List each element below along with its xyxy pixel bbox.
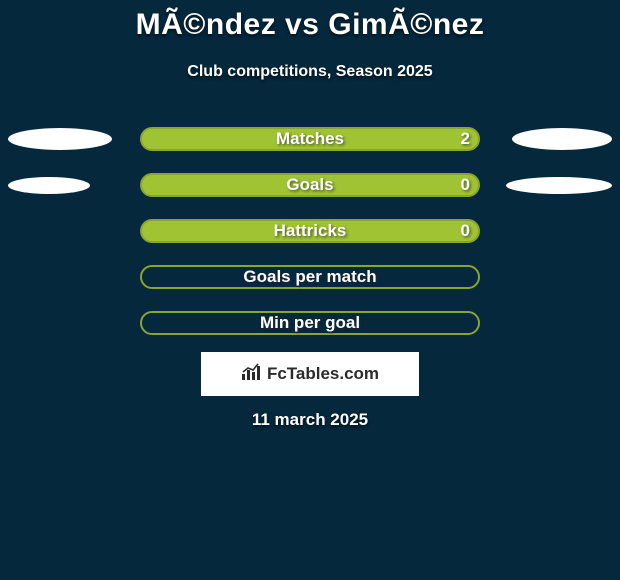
stat-row: Min per goal [0, 300, 620, 346]
stats-container: Matches2Goals0Hattricks0Goals per matchM… [0, 116, 620, 346]
date-label: 11 march 2025 [0, 410, 620, 430]
stat-bar [140, 265, 480, 289]
page-title: MÃ©ndez vs GimÃ©nez [0, 8, 620, 42]
brand-text: FcTables.com [267, 364, 379, 384]
stat-row: Goals0 [0, 162, 620, 208]
player-left-ellipse [8, 177, 90, 194]
brand-chart-icon [241, 363, 263, 386]
stat-bar [140, 173, 480, 197]
stat-row: Goals per match [0, 254, 620, 300]
player-right-ellipse [506, 177, 612, 194]
player-left-ellipse [8, 128, 112, 150]
stat-row: Hattricks0 [0, 208, 620, 254]
stat-bar [140, 311, 480, 335]
page-subtitle: Club competitions, Season 2025 [0, 63, 620, 81]
player-right-ellipse [512, 128, 612, 150]
stat-bar [140, 127, 480, 151]
brand-badge: FcTables.com [201, 352, 419, 396]
stat-bar [140, 219, 480, 243]
stat-row: Matches2 [0, 116, 620, 162]
